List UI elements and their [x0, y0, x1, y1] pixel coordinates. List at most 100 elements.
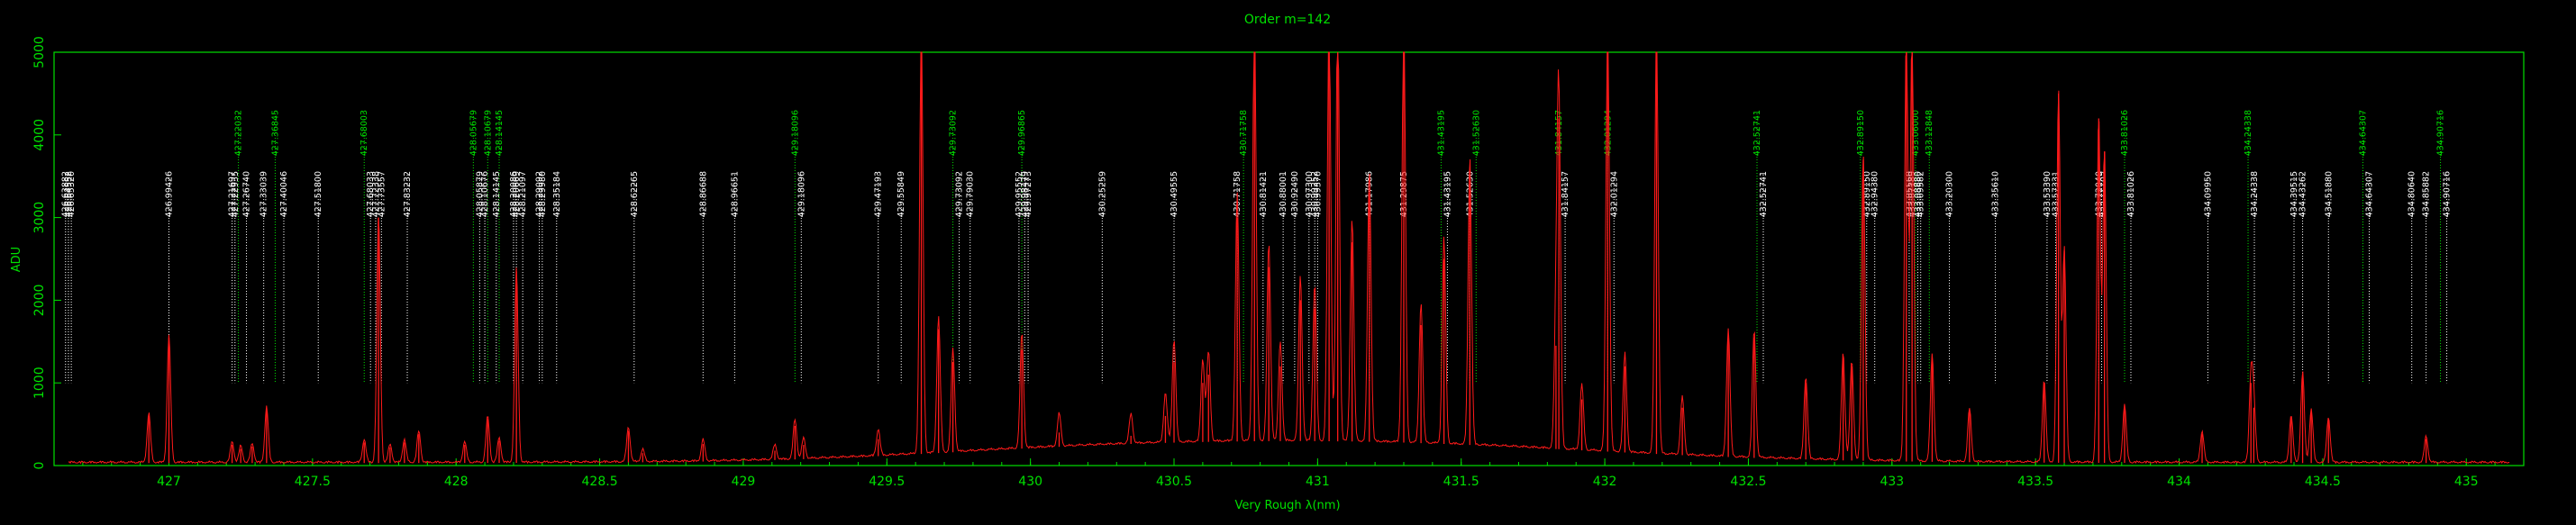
line-id-label: 429.73092: [955, 171, 965, 217]
line-id-label: 433.57331: [2051, 171, 2061, 217]
x-tick-label: 433.5: [2017, 475, 2053, 489]
line-id-label: 434.24338: [2244, 110, 2253, 156]
line-id-label: 430.71758: [1239, 110, 1249, 156]
line-id-label: 434.64307: [2365, 171, 2375, 217]
line-id-label: 429.18096: [796, 171, 806, 217]
x-tick-label: 430: [1018, 475, 1042, 489]
line-id-label: 428.10679: [483, 110, 493, 156]
line-id-label: 429.97273: [1024, 171, 1033, 217]
line-id-label: 427.26740: [242, 171, 252, 217]
line-id-label: 433.09582: [1916, 171, 1926, 217]
line-id-label: 432.89150: [1856, 110, 1866, 156]
x-tick-label: 430.5: [1156, 475, 1192, 489]
line-id-label: 427.36845: [270, 110, 280, 156]
line-id-label: 433.81026: [2126, 171, 2136, 217]
line-id-label: 429.79030: [966, 171, 976, 217]
x-axis: 427 427.5 428 428.5 429 429.5 430 430.5 431 431.5…: [82, 458, 2496, 489]
line-id-label: 433.35610: [1991, 171, 2001, 217]
line-id-label: 434.85882: [2422, 171, 2432, 217]
line-id-label: 432.52741: [1752, 110, 1762, 156]
line-id-label: 428.21097: [518, 171, 528, 217]
line-id-label: 431.43195: [1443, 171, 1452, 217]
line-id-label: 428.29980: [538, 171, 548, 217]
line-id-label: 428.35184: [552, 171, 562, 217]
line-id-label: 429.55849: [897, 171, 906, 217]
line-id-label: 432.89150: [1862, 171, 1872, 217]
line-id-label: 430.49555: [1170, 171, 1179, 217]
line-id-label: 426.65320: [67, 171, 77, 217]
spectrum-peaks-layer: [148, 52, 2427, 464]
line-id-label: 426.64552: [64, 171, 74, 217]
line-id-label: 434.43262: [2298, 171, 2308, 217]
x-tick-label: 428.5: [582, 475, 618, 489]
y-axis: 0 1000 2000 3000 4000 5000: [32, 36, 61, 469]
x-tick-label: 435: [2454, 475, 2479, 489]
line-id-label: 429.96865: [1017, 110, 1027, 156]
x-tick-label: 428: [444, 475, 469, 489]
line-id-label: 434.90716: [2443, 171, 2453, 217]
line-id-label: 433.53390: [2043, 171, 2053, 217]
line-id-label: 432.01294: [1609, 171, 1619, 217]
x-tick-label: 427.5: [295, 475, 331, 489]
line-id-label: 428.20086: [509, 171, 519, 217]
y-tick-label: 5000: [32, 36, 47, 68]
line-id-label: 429.98479: [1020, 171, 1030, 217]
line-id-label: 430.81421: [1259, 171, 1269, 217]
line-id-label: 427.21697: [228, 171, 238, 217]
spectrum-series: [68, 51, 2510, 465]
line-id-label: 428.86688: [698, 171, 708, 217]
line-id-label: 427.68033: [366, 171, 376, 217]
x-tick-label: 429.5: [869, 475, 905, 489]
line-id-label: 428.96651: [730, 171, 740, 217]
line-id-label: 430.88001: [1279, 171, 1288, 217]
plot-frame: [53, 51, 2525, 466]
line-id-label: 427.40046: [279, 171, 289, 217]
line-id-label: 434.51880: [2324, 171, 2334, 217]
line-id-label: 434.90716: [2436, 110, 2446, 156]
line-id-label: 432.52741: [1759, 171, 1769, 217]
x-tick-label: 431: [1306, 475, 1330, 489]
line-id-label: 429.47193: [874, 171, 884, 217]
line-id-label: 429.95552: [1015, 171, 1024, 217]
y-tick-label: 1000: [32, 367, 47, 399]
line-id-label: 431.84157: [1561, 171, 1570, 217]
x-tick-label: 427: [157, 475, 181, 489]
line-id-label: 428.62265: [630, 171, 640, 217]
x-tick-label: 434.5: [2305, 475, 2341, 489]
y-tick-label: 2000: [32, 285, 47, 317]
line-id-label: 432.94380: [1871, 171, 1880, 217]
line-id-label: 431.52630: [1471, 110, 1481, 156]
y-tick-label: 3000: [32, 202, 47, 234]
line-id-label: 434.24338: [2250, 171, 2260, 217]
x-tick-label: 432: [1593, 475, 1617, 489]
line-id-label: 434.09950: [2203, 171, 2213, 217]
x-tick-label: 431.5: [1443, 475, 1479, 489]
x-tick-label: 429: [732, 475, 756, 489]
line-id-label: 434.39515: [2289, 171, 2299, 217]
line-id-label: 428.05879: [475, 171, 485, 217]
line-id-label: 427.22935: [231, 171, 241, 217]
line-id-label: 427.83232: [403, 171, 413, 217]
line-id-label: 429.18096: [790, 110, 800, 156]
chart-title: Order m=142: [1244, 13, 1331, 27]
line-id-label: 427.68003: [360, 110, 369, 156]
line-id-label: 433.12848: [1925, 110, 1934, 156]
line-id-label: 430.99370: [1313, 171, 1323, 217]
line-id-label: 431.43195: [1436, 110, 1446, 156]
line-id-label: 427.73557: [377, 171, 387, 217]
line-id-label: 428.14145: [495, 110, 505, 156]
x-tick-label: 434: [2167, 475, 2191, 489]
line-id-label: 427.33039: [259, 171, 269, 217]
line-id-label: 428.20669: [512, 171, 522, 217]
y-tick-label: 4000: [32, 119, 47, 151]
line-id-label: 427.72338: [371, 171, 381, 217]
x-axis-label: Very Rough λ(nm): [1234, 499, 1340, 512]
line-id-label: 428.14145: [492, 171, 502, 217]
line-id-label: 427.51800: [314, 171, 323, 217]
x-tick-label: 432.5: [1730, 475, 1766, 489]
line-id-label: 426.63882: [61, 171, 71, 217]
line-id-label: 434.64307: [2359, 110, 2369, 156]
line-id-label: 433.20300: [1945, 171, 1955, 217]
line-id-label: 430.97300: [1305, 171, 1315, 217]
